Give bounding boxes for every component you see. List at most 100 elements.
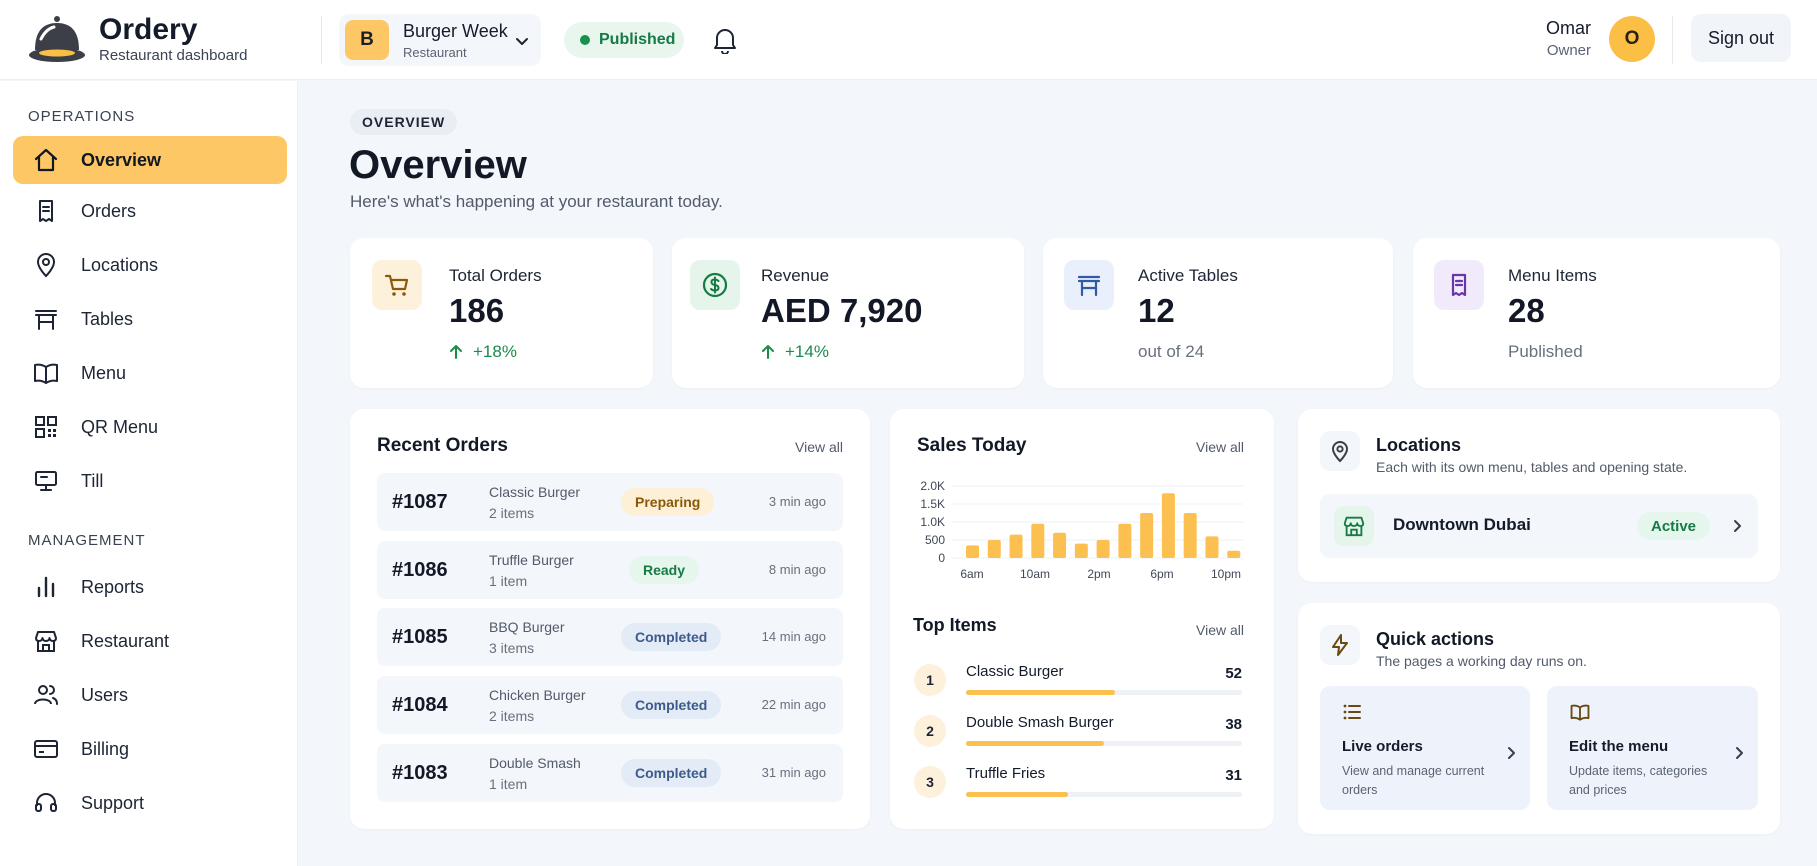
order-row[interactable]: #1083 Double Smash 1 item Completed 31 min a… (377, 744, 843, 802)
quick-action-edit-menu[interactable]: Edit the menu Update items, categories a… (1547, 686, 1758, 810)
receipt-icon (1434, 260, 1484, 310)
user-avatar[interactable]: O (1609, 16, 1655, 62)
quick-action-title: Edit the menu (1569, 738, 1669, 755)
order-row[interactable]: #1085 BBQ Burger 3 items Completed 14 min ag… (377, 608, 843, 666)
sales-bar (1227, 550, 1241, 558)
list-icon (1342, 702, 1362, 722)
sidebar-section-operations: OPERATIONS (28, 108, 136, 125)
sidebar-item-tables[interactable]: Tables (13, 295, 287, 343)
chart-y-tick-label: 0 (938, 551, 945, 565)
store-icon (1334, 506, 1374, 546)
quick-action-desc: View and manage current orders (1342, 764, 1485, 797)
order-item-count: 2 items (489, 505, 535, 521)
order-time: 8 min ago (768, 562, 826, 577)
location-row-downtown-dubai[interactable]: Downtown Dubai Active (1320, 494, 1758, 558)
chevron-right-icon (1734, 746, 1744, 760)
table-icon (33, 306, 59, 332)
top-item-row[interactable]: 1 Classic Burger 52 (914, 661, 1242, 705)
cloche-logo-icon (27, 14, 87, 66)
user-name: Omar (1546, 18, 1591, 38)
recent-orders-title: Recent Orders (377, 435, 508, 456)
order-item-count: 1 item (489, 776, 528, 792)
top-item-progress-track (966, 792, 1242, 797)
order-status-badge: Preparing (621, 488, 715, 516)
book-open-icon (1569, 702, 1591, 722)
top-items-view-all-link[interactable]: View all (1196, 622, 1244, 638)
top-item-rank: 1 (914, 664, 946, 696)
sidebar-item-label: Till (81, 470, 104, 491)
locations-subtitle: Each with its own menu, tables and openi… (1376, 459, 1688, 475)
sidebar-item-locations[interactable]: Locations (13, 241, 287, 289)
sign-out-button[interactable]: Sign out (1691, 14, 1791, 62)
sales-bar (966, 545, 979, 558)
chart-x-tick-label: 2pm (1087, 567, 1110, 581)
sales-today-chart: 2.0K 1.5K 1.0K 500 0 6am 10am 2pm 6pm 10pm (920, 479, 1243, 581)
sidebar-item-till[interactable]: Till (13, 457, 287, 505)
sidebar-item-reports[interactable]: Reports (13, 563, 287, 611)
sidebar-item-label: Orders (81, 200, 137, 221)
top-item-progress-fill (966, 792, 1069, 797)
top-item-row[interactable]: 2 Double Smash Burger 38 (914, 712, 1242, 756)
sales-bar (1031, 523, 1045, 558)
top-item-row[interactable]: 3 Truffle Fries 31 (914, 763, 1242, 807)
order-item-name: Truffle Burger (489, 552, 574, 568)
sales-view-all-link[interactable]: View all (1196, 439, 1244, 455)
header-divider (1672, 16, 1673, 64)
order-status-badge: Completed (621, 623, 722, 651)
sidebar-item-overview[interactable]: Overview (13, 136, 287, 184)
sidebar-item-label: Billing (81, 738, 130, 759)
location-status-badge: Active (1637, 512, 1711, 540)
order-id: #1083 (392, 762, 448, 784)
sales-bar (1183, 513, 1197, 558)
book-open-icon (33, 360, 59, 386)
user-role: Owner (1546, 42, 1591, 59)
bell-icon[interactable] (712, 26, 738, 54)
top-item-progress-track (966, 741, 1242, 746)
order-item-name: Double Smash (489, 755, 581, 771)
chart-x-tick-label: 10pm (1211, 567, 1241, 581)
sidebar-item-qr-menu[interactable]: QR Menu (13, 403, 287, 451)
sales-bar (1096, 540, 1110, 558)
chart-x-tick-label: 6pm (1150, 567, 1173, 581)
lightning-icon (1320, 625, 1360, 665)
order-id: #1087 (392, 491, 448, 513)
page-subtitle: Here's what's happening at your restaura… (350, 192, 723, 211)
chevron-right-icon (1506, 746, 1516, 760)
order-row[interactable]: #1084 Chicken Burger 2 items Completed 22 mi… (377, 676, 843, 734)
sidebar-item-menu[interactable]: Menu (13, 349, 287, 397)
sidebar-item-label: Menu (81, 362, 127, 383)
top-item-count: 31 (1225, 767, 1242, 784)
sidebar-item-billing[interactable]: Billing (13, 725, 287, 773)
top-item-rank: 2 (914, 715, 946, 747)
brand[interactable]: Ordery Restaurant dashboard (27, 14, 317, 66)
recent-orders-view-all-link[interactable]: View all (795, 439, 843, 455)
sidebar-item-orders[interactable]: Orders (13, 187, 287, 235)
users-icon (33, 682, 59, 708)
location-name: Downtown Dubai (1393, 515, 1531, 534)
order-time: 31 min ago (761, 765, 826, 780)
quick-action-live-orders[interactable]: Live orders View and manage current orde… (1320, 686, 1530, 810)
sidebar-item-label: Reports (81, 576, 145, 597)
restaurant-switcher[interactable]: B Burger Week Restaurant (339, 14, 541, 66)
order-item-count: 1 item (489, 573, 528, 589)
arrow-up-icon (449, 344, 463, 360)
order-id: #1086 (392, 559, 448, 581)
restaurant-name: Burger Week (403, 20, 508, 41)
sidebar-item-restaurant[interactable]: Restaurant (13, 617, 287, 665)
stat-trend: +18% (449, 342, 517, 362)
order-row[interactable]: #1087 Classic Burger 2 items Preparing 3 min… (377, 473, 843, 531)
order-row[interactable]: #1086 Truffle Burger 1 item Ready 8 min ago (377, 541, 843, 599)
breadcrumb: OVERVIEW (350, 109, 458, 135)
sidebar-item-label: Restaurant (81, 630, 170, 651)
sidebar-item-support[interactable]: Support (13, 779, 287, 827)
home-icon (33, 147, 59, 173)
stat-label: Active Tables (1138, 266, 1238, 285)
sidebar-item-label: QR Menu (81, 416, 159, 437)
stat-card-revenue: Revenue AED 7,920 +14% (672, 238, 1024, 388)
sidebar-item-users[interactable]: Users (13, 671, 287, 719)
order-time: 14 min ago (761, 629, 826, 644)
order-item-name: Chicken Burger (489, 687, 586, 703)
sales-bar (1053, 532, 1067, 558)
dollar-icon (690, 260, 740, 310)
headset-icon (33, 790, 59, 816)
